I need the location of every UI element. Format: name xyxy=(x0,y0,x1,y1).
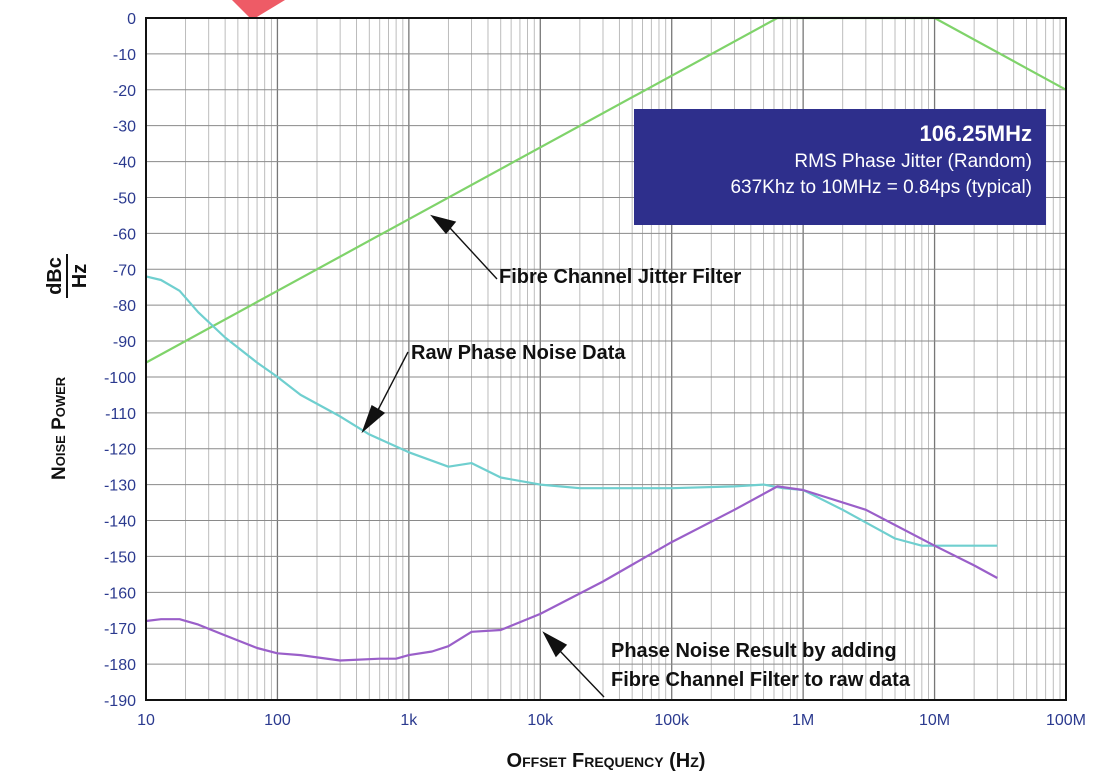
y-tick-label: -20 xyxy=(113,83,136,100)
filter-arrow-line xyxy=(449,227,498,280)
annotation-arrows xyxy=(361,214,605,698)
x-tick-label: 1k xyxy=(400,712,418,729)
y-tick-label: -130 xyxy=(104,478,136,495)
info-box-line2: 637Khz to 10MHz = 0.84ps (typical) xyxy=(730,177,1032,198)
x-tick-labels: 10 100 1k 10k 100k 1M 10M 100M xyxy=(137,712,1086,729)
y-tick-label: -170 xyxy=(104,621,136,638)
y-tick-label: -110 xyxy=(105,406,136,423)
y-tick-label: -190 xyxy=(104,693,136,710)
y-tick-label: 0 xyxy=(127,11,136,28)
y-tick-label: -90 xyxy=(113,334,136,351)
result-annotation-line2: Fibre Channel Filter to raw data xyxy=(611,669,911,691)
y-tick-labels: 0 -10 -20 -30 -40 -50 -60 -70 -80 -90 -100 -110 -120… xyxy=(104,11,136,710)
y-tick-label: -140 xyxy=(104,514,136,531)
y-axis-unit-numerator: dBc xyxy=(44,257,66,295)
y-tick-label: -10 xyxy=(113,47,136,64)
info-box-line1: RMS Phase Jitter (Random) xyxy=(794,151,1032,172)
raw-arrowhead xyxy=(361,404,386,434)
info-box: 106.25MHz RMS Phase Jitter (Random) 637K… xyxy=(634,109,1046,225)
filter-arrowhead xyxy=(430,214,457,235)
y-tick-label: -150 xyxy=(104,549,136,566)
y-axis-unit-denominator: Hz xyxy=(69,264,91,288)
y-tick-label: -120 xyxy=(104,442,136,459)
series-line-raw xyxy=(145,275,998,547)
y-tick-label: -100 xyxy=(104,370,136,387)
y-axis-title: Noise Power xyxy=(49,376,70,480)
y-tick-label: -50 xyxy=(113,190,136,207)
info-box-title: 106.25MHz xyxy=(919,121,1032,146)
y-tick-label: -30 xyxy=(113,119,136,136)
y-tick-label: -70 xyxy=(113,262,136,279)
plot-frame xyxy=(145,17,1067,701)
x-axis-title: Offset Frequency (Hz) xyxy=(507,750,706,772)
filter-annotation: Fibre Channel Jitter Filter xyxy=(499,266,741,288)
raw-annotation: Raw Phase Noise Data xyxy=(411,342,626,364)
result-arrow-line xyxy=(559,650,605,698)
x-tick-label: 100 xyxy=(264,712,291,729)
result-annotation-line1: Phase Noise Result by adding xyxy=(611,640,897,662)
x-tick-label: 10k xyxy=(527,712,554,729)
red-marker xyxy=(232,0,285,20)
raw-arrow-line xyxy=(377,351,409,411)
x-tick-label: 1M xyxy=(792,712,814,729)
x-tick-label: 100k xyxy=(654,712,690,729)
series-line-result xyxy=(145,485,998,662)
y-tick-label: -160 xyxy=(104,585,136,602)
x-tick-label: 100M xyxy=(1046,712,1086,729)
y-tick-label: -80 xyxy=(113,298,136,315)
result-arrowhead xyxy=(542,631,568,658)
x-tick-label: 10M xyxy=(919,712,950,729)
y-tick-label: -180 xyxy=(104,657,136,674)
y-tick-label: -40 xyxy=(113,155,136,172)
y-tick-label: -60 xyxy=(113,226,136,243)
x-tick-label: 10 xyxy=(137,712,155,729)
